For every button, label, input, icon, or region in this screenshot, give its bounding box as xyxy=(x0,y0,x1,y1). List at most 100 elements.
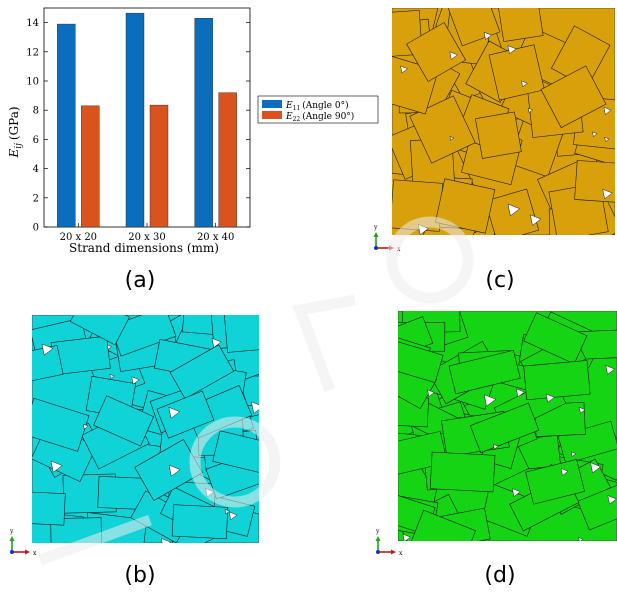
void-gap xyxy=(168,406,181,419)
axis-triad-b: y x xyxy=(9,528,37,557)
bar-e22 xyxy=(81,105,100,228)
strand xyxy=(398,338,444,383)
strand xyxy=(406,22,467,82)
void-gap xyxy=(578,537,584,541)
strand xyxy=(93,395,155,447)
strand xyxy=(577,480,617,531)
strand xyxy=(540,65,607,129)
void-gap xyxy=(604,136,610,143)
legend: E11 (Angle 0°) E22 (Angle 90°) xyxy=(257,95,379,124)
bar-e22 xyxy=(218,92,237,228)
void-gap xyxy=(41,343,54,356)
microstructure-panel-c: y x xyxy=(370,5,615,260)
y-tick-label: 0 xyxy=(33,223,39,234)
void-gap xyxy=(515,388,525,398)
microstructure-panel-d: y x xyxy=(370,309,617,560)
strand xyxy=(69,315,130,346)
void-gap xyxy=(607,495,617,505)
x-axis-label: Strand dimensions (mm) xyxy=(69,241,219,255)
void-gap xyxy=(211,337,222,348)
legend-swatch-e11 xyxy=(262,100,282,108)
void-gap xyxy=(603,106,612,115)
void-gap xyxy=(50,460,63,473)
void-gap xyxy=(449,51,459,60)
strand xyxy=(32,397,90,452)
void-gap xyxy=(592,131,598,138)
svg-text:x: x xyxy=(33,550,37,557)
bar-e11 xyxy=(125,12,145,228)
strand xyxy=(484,188,540,235)
void-gap xyxy=(109,373,115,380)
y-axis-label-units: (GPa) xyxy=(7,106,21,140)
strand xyxy=(392,179,444,232)
strand xyxy=(171,504,229,540)
void-gap xyxy=(427,389,435,397)
strand xyxy=(223,315,259,353)
void-gap xyxy=(521,80,528,88)
void-gap xyxy=(602,188,613,200)
y-tick-label: 10 xyxy=(26,77,39,88)
axis-triad-d: y x xyxy=(375,528,403,557)
strand xyxy=(410,509,477,541)
strand xyxy=(429,451,496,493)
strand xyxy=(525,459,585,505)
void-gap xyxy=(160,537,172,543)
microstructure-panel-b: y x xyxy=(0,313,262,560)
x-tick-label: 20 x 20 xyxy=(60,232,97,243)
legend-label-e22: E22 (Angle 90°) xyxy=(285,111,354,123)
void-gap xyxy=(449,135,455,141)
y-tick-label: 6 xyxy=(33,135,39,146)
void-gap xyxy=(605,365,616,375)
void-gap xyxy=(400,65,409,74)
strand xyxy=(409,95,476,164)
void-gap xyxy=(224,508,231,515)
strand xyxy=(445,8,501,47)
bar-e11 xyxy=(194,18,213,228)
legend-label-e11: E11 (Angle 0°) xyxy=(285,100,349,112)
y-tick-label: 2 xyxy=(33,193,39,204)
strand-mesh-b xyxy=(32,315,259,543)
void-gap xyxy=(590,462,602,474)
void-gap xyxy=(483,31,493,41)
strand-mesh-c xyxy=(392,8,615,235)
svg-text:y: y xyxy=(375,528,380,535)
svg-text:y: y xyxy=(373,224,378,231)
strand xyxy=(32,344,64,386)
void-gap xyxy=(131,376,140,385)
void-gap xyxy=(507,45,517,55)
bar-e11 xyxy=(57,23,76,228)
strand xyxy=(574,160,615,203)
void-gap xyxy=(168,464,181,477)
strand xyxy=(475,111,522,159)
y-tick-label: 8 xyxy=(33,106,39,117)
void-gap xyxy=(530,214,542,226)
strand xyxy=(32,490,66,526)
void-gap xyxy=(106,344,113,350)
caption-a: (a) xyxy=(124,268,156,293)
caption-c: (c) xyxy=(485,268,515,293)
bar-chart-panel: 0 2 4 6 8 10 12 14 20 x 20 20 x 30 20 x 40 Eij(GPa… xyxy=(0,0,380,270)
strand xyxy=(469,402,540,454)
x-tick-label: 20 x 40 xyxy=(197,232,234,243)
void-gap xyxy=(511,488,521,497)
void-gap xyxy=(578,406,586,414)
void-gap xyxy=(228,511,238,521)
void-gap xyxy=(545,393,556,403)
strand xyxy=(523,312,588,365)
y-tick-label: 4 xyxy=(33,164,39,175)
caption-d: (d) xyxy=(484,563,516,588)
svg-text:x: x xyxy=(399,550,403,557)
x-tick-label: 20 x 30 xyxy=(128,232,165,243)
strand xyxy=(169,344,235,400)
legend-swatch-e22 xyxy=(262,111,282,119)
y-tick-label: 12 xyxy=(26,47,39,58)
void-gap xyxy=(570,451,577,457)
strand xyxy=(523,360,591,401)
void-gap xyxy=(251,401,259,414)
y-axis-label-sub: ij xyxy=(14,143,24,149)
svg-text:x: x xyxy=(397,246,401,253)
void-gap xyxy=(82,423,89,430)
void-gap xyxy=(560,468,569,476)
svg-text:y: y xyxy=(9,528,14,535)
